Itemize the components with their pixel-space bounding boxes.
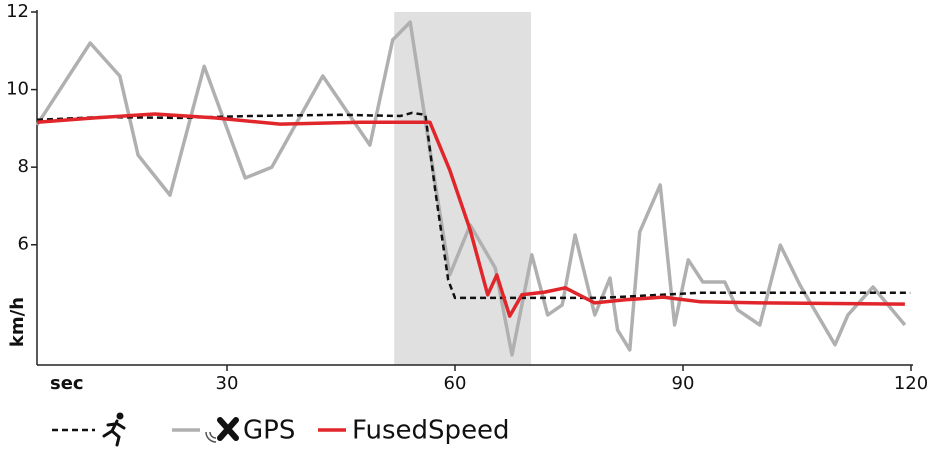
legend-label: GPS — [243, 416, 295, 446]
y-tick-label: 8 — [18, 156, 29, 177]
x-tick-label: 90 — [672, 373, 695, 394]
x-tick-label: 60 — [444, 373, 467, 394]
y-axis-label: km/h — [7, 297, 28, 347]
x-axis-label: sec — [50, 373, 84, 394]
legend-label: FusedSpeed — [352, 416, 510, 446]
y-tick-label: 12 — [6, 1, 29, 22]
series-line — [36, 112, 905, 318]
y-tick-label: 6 — [18, 234, 29, 255]
x-tick-label: 120 — [894, 373, 928, 394]
plot-area: 6 8 10 12 30 60 90 120 — [6, 1, 928, 394]
runner-icon — [102, 412, 126, 447]
satellite-icon — [205, 417, 239, 443]
series-line — [35, 20, 907, 357]
x-tick-label: 30 — [216, 373, 239, 394]
y-tick-label: 10 — [6, 79, 29, 100]
legend: GPS FusedSpeed — [52, 412, 510, 447]
